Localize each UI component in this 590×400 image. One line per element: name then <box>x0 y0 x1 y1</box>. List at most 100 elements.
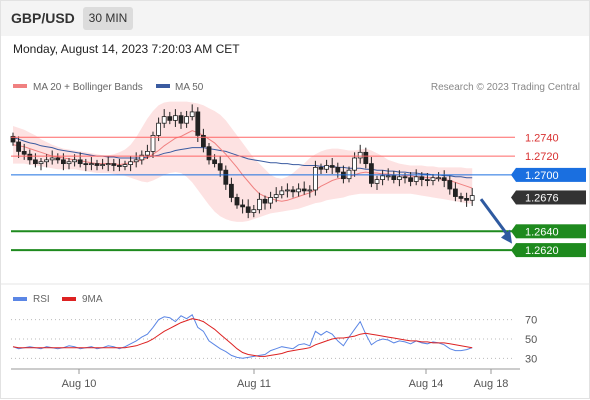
price-panel <box>10 101 475 222</box>
rsi-ma-legend-label: 9MA <box>82 294 103 305</box>
level-tag-pointer <box>511 167 516 182</box>
candle-body <box>156 122 162 136</box>
level-tag-pointer <box>511 243 516 258</box>
interval-button[interactable]: 30 MIN <box>83 7 133 30</box>
chart-timestamp: Monday, August 14, 2023 7:20:03 AM CET <box>13 42 240 56</box>
candle-body <box>144 150 150 156</box>
candle-body <box>200 135 206 148</box>
candle-body <box>33 159 38 165</box>
candle-body <box>391 175 397 180</box>
level-tag-1.2700 <box>516 167 586 182</box>
candle-body <box>352 157 358 171</box>
rsi-tick-label: 70 <box>525 315 537 327</box>
level-tag-pointer <box>511 190 516 205</box>
candle-body <box>385 175 391 178</box>
level-label-1.2620: 1.2620 <box>525 245 559 257</box>
x-tick-label: Aug 14 <box>409 378 444 390</box>
candle-body <box>279 190 285 196</box>
rsi-legend-swatch <box>13 297 27 301</box>
candle-body <box>452 188 458 197</box>
x-axis: Aug 10 Aug 11 Aug 14 Aug 18 <box>62 369 508 390</box>
level-label-1.2740: 1.2740 <box>525 132 559 144</box>
candle-body <box>447 180 453 190</box>
candle-body <box>117 165 122 167</box>
candle-body <box>245 206 251 213</box>
level-tag-1.2620 <box>516 243 586 258</box>
candle-body <box>424 179 430 182</box>
candle-body <box>262 198 268 204</box>
candle-body <box>189 111 195 118</box>
rsi-ma-line <box>12 318 473 357</box>
candle-body <box>44 159 49 163</box>
candle-body <box>184 116 190 124</box>
candle-body <box>402 176 408 179</box>
forecast-arrow <box>479 198 510 237</box>
candle-body <box>66 161 72 165</box>
candle-body <box>251 209 257 213</box>
candle-body <box>357 151 363 159</box>
candle-body <box>172 115 178 121</box>
candle-body <box>441 177 447 181</box>
ma50-line <box>12 136 473 179</box>
level-tag-1.2640 <box>516 224 586 239</box>
x-tick-label: Aug 11 <box>237 378 271 390</box>
ma50-legend-swatch <box>156 84 170 88</box>
candle-body <box>368 163 374 184</box>
candle-body <box>363 151 369 165</box>
rsi-panel: 70 50 30 <box>11 314 537 365</box>
candle-body <box>335 166 341 173</box>
candle-body <box>396 176 402 180</box>
candle-body <box>374 179 380 184</box>
level-label-1.2676: 1.2676 <box>525 192 559 204</box>
candle-body <box>240 204 246 208</box>
ma20-legend-label: MA 20 + Bollinger Bands <box>33 82 143 93</box>
candle-body <box>100 164 105 166</box>
candle-body <box>77 159 83 165</box>
forecast-arrowhead <box>501 229 512 244</box>
candle-body <box>301 188 307 192</box>
candle-body <box>16 141 22 152</box>
candle-body <box>206 146 212 161</box>
candle-body <box>10 135 16 143</box>
candle-body <box>413 176 419 182</box>
candle-body <box>122 164 128 167</box>
candle-body <box>430 177 436 181</box>
rsi-tick-label: 50 <box>525 334 537 346</box>
candle-body <box>105 163 111 166</box>
ma20-legend-swatch <box>13 84 27 88</box>
candle-body <box>83 163 89 166</box>
candle-body <box>133 159 139 163</box>
symbol-label: GBP/USD <box>11 10 75 26</box>
level-label-1.2640: 1.2640 <box>525 226 559 238</box>
rsi-line <box>12 314 473 359</box>
candle-body <box>290 189 296 193</box>
price-levels: 1.2740 1.2720 1.2700 1.2676 1.2640 1.2620 <box>11 132 586 258</box>
candle-body <box>94 163 100 166</box>
rsi-ma-legend-swatch <box>62 297 76 301</box>
candle-body <box>408 177 414 182</box>
candle-body <box>458 196 464 199</box>
rsi-tick-label: 30 <box>525 353 537 365</box>
candle-body <box>72 159 77 163</box>
candle-body <box>380 175 386 180</box>
level-tag-1.2676 <box>516 190 586 205</box>
candle-body <box>318 166 324 170</box>
candle-body <box>324 165 330 170</box>
candle-body <box>150 135 156 152</box>
candle-body <box>273 194 279 198</box>
candle-body <box>21 150 27 155</box>
candle-body <box>469 195 475 201</box>
candle-body <box>27 153 33 161</box>
candle-body <box>296 188 302 193</box>
candle-body <box>307 189 313 192</box>
level-label-1.2700: 1.2700 <box>525 170 559 182</box>
candle-body <box>284 189 290 192</box>
candle-body <box>38 161 44 165</box>
candle-body <box>217 163 223 171</box>
candle-body <box>89 163 94 166</box>
level-label-1.2720: 1.2720 <box>525 151 559 163</box>
candle-body <box>167 116 173 121</box>
candle-body <box>111 163 117 166</box>
candle-body <box>128 161 134 165</box>
